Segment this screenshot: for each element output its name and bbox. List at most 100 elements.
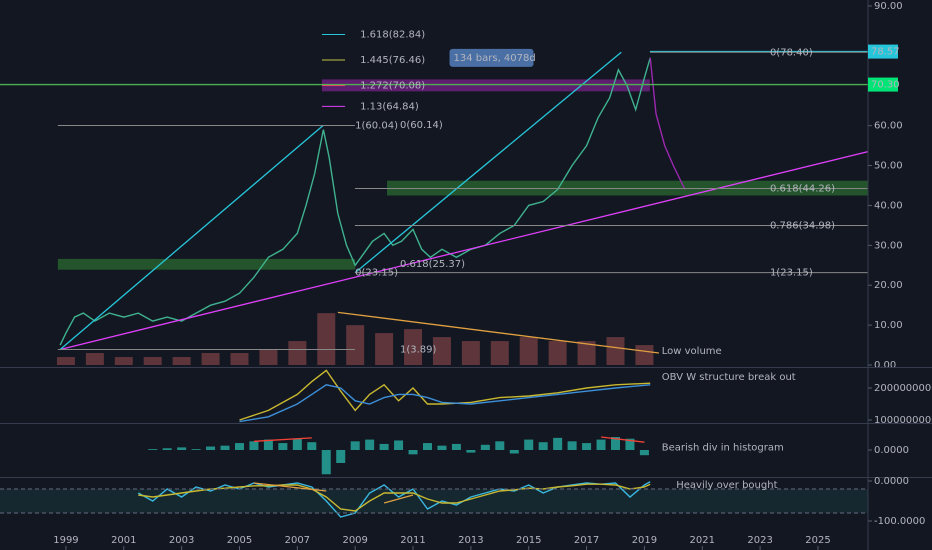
y-tick-label: 1000000000.0000 [874,415,932,426]
price-tag [868,77,898,92]
histogram [422,443,432,450]
price-axis [868,478,932,550]
fib-label: 0.618(44.26) [770,183,835,194]
annotation: Bearish div in histogram [662,442,784,453]
fib-label: 1.445(76.46) [360,55,425,66]
annotation: OBV W structure break out [662,372,796,383]
y-tick-label: 2000000000.0000 [874,383,932,394]
price-tag-label: 78.57 [871,47,900,58]
bar [201,353,220,366]
histogram [408,450,418,455]
histogram [249,441,259,450]
y-tick-label: 20.00 [874,280,903,291]
y-tick-label: 90.00 [874,1,903,12]
histogram [466,450,476,453]
histogram [451,443,461,450]
histogram [582,443,592,450]
histogram [639,450,649,456]
bar [114,357,133,366]
fib-label: 0.786(34.98) [770,220,835,231]
bar [548,341,567,366]
histogram [365,439,375,450]
series-line [59,57,651,346]
histogram [524,439,534,450]
zone [57,258,356,270]
fib-label: 0(78.40) [770,47,813,58]
bar [56,357,75,366]
bar [143,357,162,366]
y-tick-label: 0.0000 [874,445,909,456]
bar [519,337,538,366]
histogram [495,441,505,450]
x-tick-label: 2023 [747,535,772,546]
histogram [321,450,331,475]
bar [230,353,249,366]
x-tick-label: 1999 [53,535,78,546]
drawing-line [337,311,659,354]
x-tick-label: 2013 [458,535,483,546]
x-tick-label: 2005 [227,535,252,546]
histogram [220,445,230,450]
y-tick-label: 0.0000 [874,476,909,487]
y-tick-label: 40.00 [874,200,903,211]
price-axis [868,368,932,423]
bar [461,341,480,366]
drawing-line [253,482,327,492]
histogram [263,439,273,450]
y-tick-label: 60.00 [874,121,903,132]
x-tick-label: 2015 [516,535,541,546]
price-axis [868,0,932,368]
histogram [437,445,447,450]
bar [85,353,104,366]
histogram [394,440,404,450]
histogram [350,441,360,450]
bar [606,337,625,366]
fib-label: 0.618(25.37) [400,259,465,270]
histogram [336,450,346,463]
fib-label: 1.13(64.84) [360,101,419,112]
fib-label: 0(60.14) [400,120,443,131]
x-tick-label: 2025 [805,535,830,546]
x-tick-label: 2001 [111,535,136,546]
histogram [191,449,201,450]
histogram [625,438,635,450]
histogram [292,438,302,450]
drawing-line [354,51,622,274]
histogram [538,442,548,450]
histogram [379,443,389,450]
drawing-line [600,436,645,443]
bar [172,357,191,366]
y-tick-label: 50.00 [874,161,903,172]
bar [346,325,365,366]
x-tick-label: 2021 [690,535,715,546]
fib-label: 1(3.89) [400,344,437,355]
histogram [234,443,244,450]
series-line [649,57,686,190]
drawing-line [253,437,312,442]
price-tag [868,44,898,59]
price-tag-label: 70.30 [871,80,900,91]
histogram [509,450,519,454]
y-tick-label: -100.0000 [874,516,925,527]
bar [404,329,423,366]
x-tick-label: 2003 [169,535,194,546]
histogram [610,437,620,450]
bar [375,333,394,366]
histogram [480,444,490,450]
bar [635,345,654,366]
x-tick-label: 2011 [400,535,425,546]
x-tick-label: 2009 [342,535,367,546]
histogram [307,442,317,450]
zone [321,79,650,92]
bar [577,341,596,366]
drawing-line [383,494,414,504]
tooltip-box [449,48,534,67]
annotation: Low volume [662,346,722,357]
bar [259,349,278,366]
y-tick-label: 10.00 [874,320,903,331]
histogram [177,447,187,450]
fib-label: 1.618(82.84) [360,30,425,41]
